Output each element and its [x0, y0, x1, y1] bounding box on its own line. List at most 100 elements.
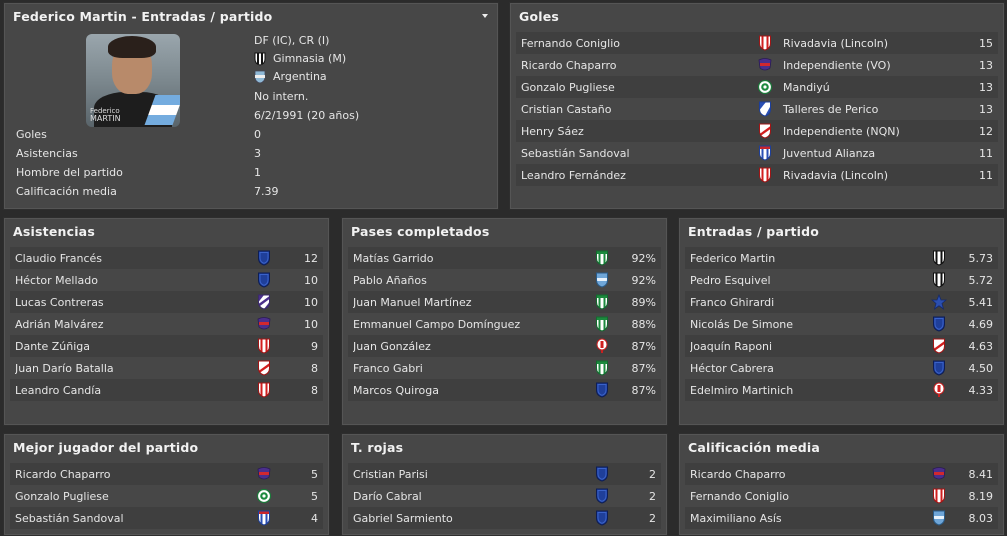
player-name[interactable]: Federico Martin: [690, 251, 776, 265]
green-white-round-crest-icon[interactable]: [753, 79, 777, 95]
blue-shield-icon[interactable]: [590, 510, 614, 526]
blue-shield-icon[interactable]: [252, 250, 276, 266]
club-name[interactable]: Rivadavia (Lincoln): [783, 168, 889, 182]
red-white-diagonal-shield-icon[interactable]: [753, 123, 777, 139]
player-name[interactable]: Juan Manuel Martínez: [353, 295, 472, 309]
blue-star-crest-icon[interactable]: [927, 294, 951, 310]
player-name[interactable]: Dante Zúñiga: [15, 339, 91, 353]
asistencias-row[interactable]: Héctor Mellado 10: [10, 269, 323, 291]
green-white-stripes-shield-icon[interactable]: [590, 250, 614, 266]
player-name[interactable]: Matías Garrido: [353, 251, 434, 265]
player-name[interactable]: Fernando Coniglio: [521, 36, 620, 50]
asistencias-row[interactable]: Leandro Candía 8: [10, 379, 323, 401]
black-white-stripes-shield-icon[interactable]: [927, 250, 951, 266]
purple-white-diagonal-shield-icon[interactable]: [252, 294, 276, 310]
red-white-stripes-shield-icon[interactable]: [927, 488, 951, 504]
club-name[interactable]: Mandiyú: [783, 80, 830, 94]
calif-row[interactable]: Maximiliano Asís 8.03: [685, 507, 998, 529]
player-name[interactable]: Lucas Contreras: [15, 295, 104, 309]
blue-shield-icon[interactable]: [927, 360, 951, 376]
mejor-row[interactable]: Ricardo Chaparro 5: [10, 463, 323, 485]
red-white-diagonal-shield-icon[interactable]: [927, 338, 951, 354]
rojas-row[interactable]: Cristian Parisi 2: [348, 463, 661, 485]
player-name[interactable]: Ricardo Chaparro: [521, 58, 617, 72]
blue-shield-icon[interactable]: [590, 488, 614, 504]
player-name[interactable]: Nicolás De Simone: [690, 317, 794, 331]
player-name[interactable]: Gonzalo Pugliese: [15, 489, 109, 503]
green-white-stripes-shield-icon[interactable]: [590, 360, 614, 376]
club-name[interactable]: Juventud Alianza: [783, 146, 876, 160]
player-name[interactable]: Emmanuel Campo Domínguez: [353, 317, 521, 331]
calif-row[interactable]: Ricardo Chaparro 8.41: [685, 463, 998, 485]
pases-row[interactable]: Juan Manuel Martínez 89%: [348, 291, 661, 313]
asistencias-row[interactable]: Dante Zúñiga 9: [10, 335, 323, 357]
blue-shield-icon[interactable]: [590, 382, 614, 398]
player-name[interactable]: Franco Ghirardi: [690, 295, 775, 309]
dropdown-arrow-icon[interactable]: [482, 14, 488, 18]
player-name[interactable]: Ricardo Chaparro: [690, 467, 786, 481]
goles-row[interactable]: Fernando Coniglio Rivadavia (Lincoln) 15: [516, 32, 998, 54]
blue-white-diagonal-shield-icon[interactable]: [753, 101, 777, 117]
player-name[interactable]: Gonzalo Pugliese: [521, 80, 615, 94]
player-name[interactable]: Sebastián Sandoval: [521, 146, 630, 160]
pases-row[interactable]: Pablo Añaños 92%: [348, 269, 661, 291]
red-white-diagonal-shield-icon[interactable]: [252, 360, 276, 376]
red-white-stripes-shield-icon[interactable]: [252, 382, 276, 398]
pases-row[interactable]: Juan González 87%: [348, 335, 661, 357]
pases-row[interactable]: Marcos Quiroga 87%: [348, 379, 661, 401]
entradas-row[interactable]: Edelmiro Martinich 4.33: [685, 379, 998, 401]
goles-row[interactable]: Ricardo Chaparro Independiente (VO) 13: [516, 54, 998, 76]
player-name[interactable]: Juan Darío Batalla: [15, 361, 114, 375]
asistencias-row[interactable]: Lucas Contreras 10: [10, 291, 323, 313]
club-name[interactable]: Independiente (VO): [783, 58, 891, 72]
player-name[interactable]: Claudio Francés: [15, 251, 103, 265]
pases-row[interactable]: Franco Gabri 87%: [348, 357, 661, 379]
rojas-row[interactable]: Gabriel Sarmiento 2: [348, 507, 661, 529]
entradas-row[interactable]: Franco Ghirardi 5.41: [685, 291, 998, 313]
purple-red-crest-icon[interactable]: [753, 57, 777, 73]
club-name[interactable]: Rivadavia (Lincoln): [783, 36, 889, 50]
player-name[interactable]: Juan González: [353, 339, 431, 353]
red-white-stripes-shield-icon[interactable]: [753, 35, 777, 51]
blue-shield-icon[interactable]: [252, 272, 276, 288]
red-white-balloon-crest-icon[interactable]: [590, 338, 614, 354]
green-white-stripes-shield-icon[interactable]: [590, 316, 614, 332]
player-name[interactable]: Edelmiro Martinich: [690, 383, 794, 397]
light-blue-shield-icon[interactable]: [590, 272, 614, 288]
player-name[interactable]: Gabriel Sarmiento: [353, 511, 453, 525]
player-name[interactable]: Fernando Coniglio: [690, 489, 789, 503]
player-name[interactable]: Darío Cabral: [353, 489, 422, 503]
player-name[interactable]: Pedro Esquivel: [690, 273, 771, 287]
player-name[interactable]: Héctor Cabrera: [690, 361, 774, 375]
red-white-stripes-shield-icon[interactable]: [252, 338, 276, 354]
goles-row[interactable]: Cristian Castaño Talleres de Perico 13: [516, 98, 998, 120]
black-white-stripes-shield-icon[interactable]: [927, 272, 951, 288]
player-name[interactable]: Pablo Añaños: [353, 273, 427, 287]
green-white-stripes-shield-icon[interactable]: [590, 294, 614, 310]
goles-row[interactable]: Gonzalo Pugliese Mandiyú 13: [516, 76, 998, 98]
purple-red-crest-icon[interactable]: [927, 466, 951, 482]
player-name[interactable]: Henry Sáez: [521, 124, 584, 138]
goles-row[interactable]: Henry Sáez Independiente (NQN) 12: [516, 120, 998, 142]
player-club-row[interactable]: Gimnasia (M): [254, 52, 346, 66]
player-nation[interactable]: Argentina: [273, 70, 327, 83]
player-club[interactable]: Gimnasia (M): [273, 52, 347, 65]
red-white-stripes-shield-icon[interactable]: [753, 167, 777, 183]
blue-white-stripes-shield-icon[interactable]: [753, 145, 777, 161]
entradas-row[interactable]: Joaquín Raponi 4.63: [685, 335, 998, 357]
asistencias-row[interactable]: Adrián Malvárez 10: [10, 313, 323, 335]
blue-shield-icon[interactable]: [590, 466, 614, 482]
player-name[interactable]: Sebastián Sandoval: [15, 511, 124, 525]
entradas-row[interactable]: Nicolás De Simone 4.69: [685, 313, 998, 335]
player-name[interactable]: Cristian Parisi: [353, 467, 428, 481]
rojas-row[interactable]: Darío Cabral 2: [348, 485, 661, 507]
player-name[interactable]: Maximiliano Asís: [690, 511, 782, 525]
red-white-balloon-crest-icon[interactable]: [927, 382, 951, 398]
entradas-row[interactable]: Federico Martin 5.73: [685, 247, 998, 269]
pases-row[interactable]: Emmanuel Campo Domínguez 88%: [348, 313, 661, 335]
purple-red-crest-icon[interactable]: [252, 316, 276, 332]
player-name[interactable]: Héctor Mellado: [15, 273, 98, 287]
blue-shield-icon[interactable]: [927, 316, 951, 332]
club-name[interactable]: Independiente (NQN): [783, 124, 900, 138]
mejor-row[interactable]: Gonzalo Pugliese 5: [10, 485, 323, 507]
